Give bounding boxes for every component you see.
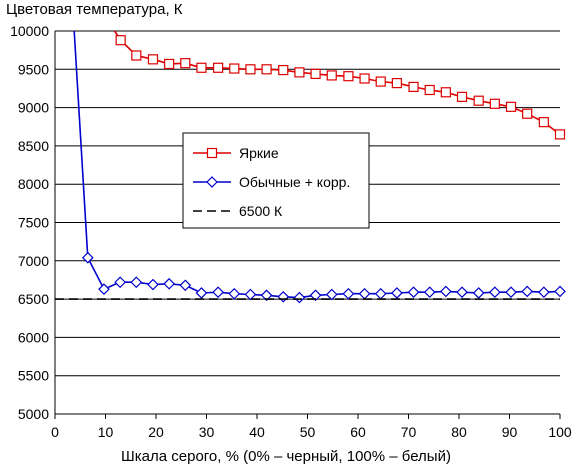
data-point	[310, 68, 321, 79]
y-tick-label-9500: 9500	[18, 61, 49, 77]
y-tick-label-6500: 6500	[18, 291, 49, 307]
data-point	[554, 129, 566, 140]
data-point	[229, 63, 240, 74]
data-point	[180, 58, 191, 69]
legend-marker-2	[206, 176, 218, 188]
legend-label-2: Обычные + корр.	[239, 174, 350, 190]
data-point	[294, 67, 305, 78]
y-tick-label-10000: 10000	[10, 23, 49, 39]
series-lines	[55, 30, 566, 304]
x-tick-label-40: 40	[249, 424, 265, 440]
data-point	[456, 286, 468, 299]
x-tick-label-60: 60	[350, 424, 366, 440]
data-point	[228, 287, 241, 300]
data-point	[179, 279, 192, 292]
data-point	[325, 288, 338, 301]
data-point	[342, 287, 355, 300]
y-tick-label-8500: 8500	[18, 138, 49, 154]
y-tick-label-7000: 7000	[18, 253, 49, 269]
x-tick-label-0: 0	[51, 424, 59, 440]
y-tick-label-7500: 7500	[18, 215, 49, 231]
data-point	[130, 276, 143, 289]
data-point	[244, 288, 257, 301]
y-tick-label-9000: 9000	[18, 100, 49, 116]
data-point	[147, 54, 159, 65]
data-point	[505, 101, 517, 112]
legend-label-1: Яркие	[239, 145, 279, 161]
data-point	[261, 64, 272, 75]
data-point	[440, 285, 452, 298]
x-tick-label-10: 10	[98, 424, 114, 440]
data-point	[147, 278, 159, 291]
x-tick-label-100: 100	[548, 424, 572, 440]
data-point	[391, 287, 403, 299]
data-point	[98, 283, 110, 295]
y-tick-label-5000: 5000	[18, 406, 49, 422]
tick-labels: 5000 5500 6000 6500 7000 7500 8000 8500 9000 9500…	[10, 23, 572, 440]
data-point	[260, 289, 273, 302]
data-point	[278, 64, 289, 76]
data-point	[473, 95, 484, 106]
data-point	[81, 251, 94, 264]
x-tick-label-50: 50	[300, 424, 316, 440]
chart-title: Цветовая температура, К	[6, 1, 183, 18]
data-point	[456, 91, 468, 102]
data-point	[343, 71, 354, 82]
data-point	[407, 286, 420, 299]
data-point	[115, 35, 126, 46]
data-point	[131, 50, 142, 61]
data-point	[277, 290, 290, 303]
data-point	[472, 287, 485, 299]
x-axis-label: Шкала серого, % (0% – черный, 100% – бел…	[121, 448, 451, 465]
series-1	[113, 30, 566, 140]
data-point	[489, 286, 501, 299]
series-line-1	[113, 30, 561, 136]
x-tick-label-70: 70	[401, 424, 417, 440]
y-tick-label-8000: 8000	[18, 176, 49, 192]
data-point	[440, 87, 451, 98]
data-point	[423, 286, 436, 299]
x-tick-label-90: 90	[502, 424, 518, 440]
data-point	[163, 277, 175, 290]
data-point	[359, 73, 370, 84]
data-point	[245, 64, 256, 75]
data-point	[408, 81, 419, 93]
data-point	[309, 289, 322, 302]
legend: Яркие Обычные + корр. 6500 К	[182, 132, 370, 229]
data-point	[195, 287, 208, 299]
data-point	[424, 84, 435, 96]
data-point	[537, 286, 550, 299]
data-point	[326, 70, 337, 81]
data-point	[213, 62, 224, 73]
x-tick-label-20: 20	[148, 424, 164, 440]
data-point	[358, 287, 371, 300]
legend-label-3: 6500 К	[239, 203, 283, 219]
data-point	[164, 58, 175, 70]
data-point	[212, 286, 224, 299]
data-point	[538, 117, 549, 128]
data-point	[489, 98, 500, 109]
x-tick-label-30: 30	[199, 424, 215, 440]
data-point	[375, 76, 386, 87]
data-point	[374, 287, 387, 300]
data-point	[196, 62, 207, 73]
data-point	[522, 108, 533, 119]
y-tick-label-5500: 5500	[18, 368, 49, 384]
data-point	[505, 286, 517, 299]
data-point	[554, 285, 566, 298]
data-point	[391, 77, 402, 89]
data-point	[114, 276, 126, 289]
data-point	[521, 285, 534, 298]
legend-marker-1	[206, 147, 218, 159]
data-point	[293, 291, 306, 304]
x-tick-label-80: 80	[451, 424, 467, 440]
series-2	[73, 30, 566, 304]
y-tick-label-6000: 6000	[18, 329, 49, 345]
axes	[54, 31, 561, 419]
